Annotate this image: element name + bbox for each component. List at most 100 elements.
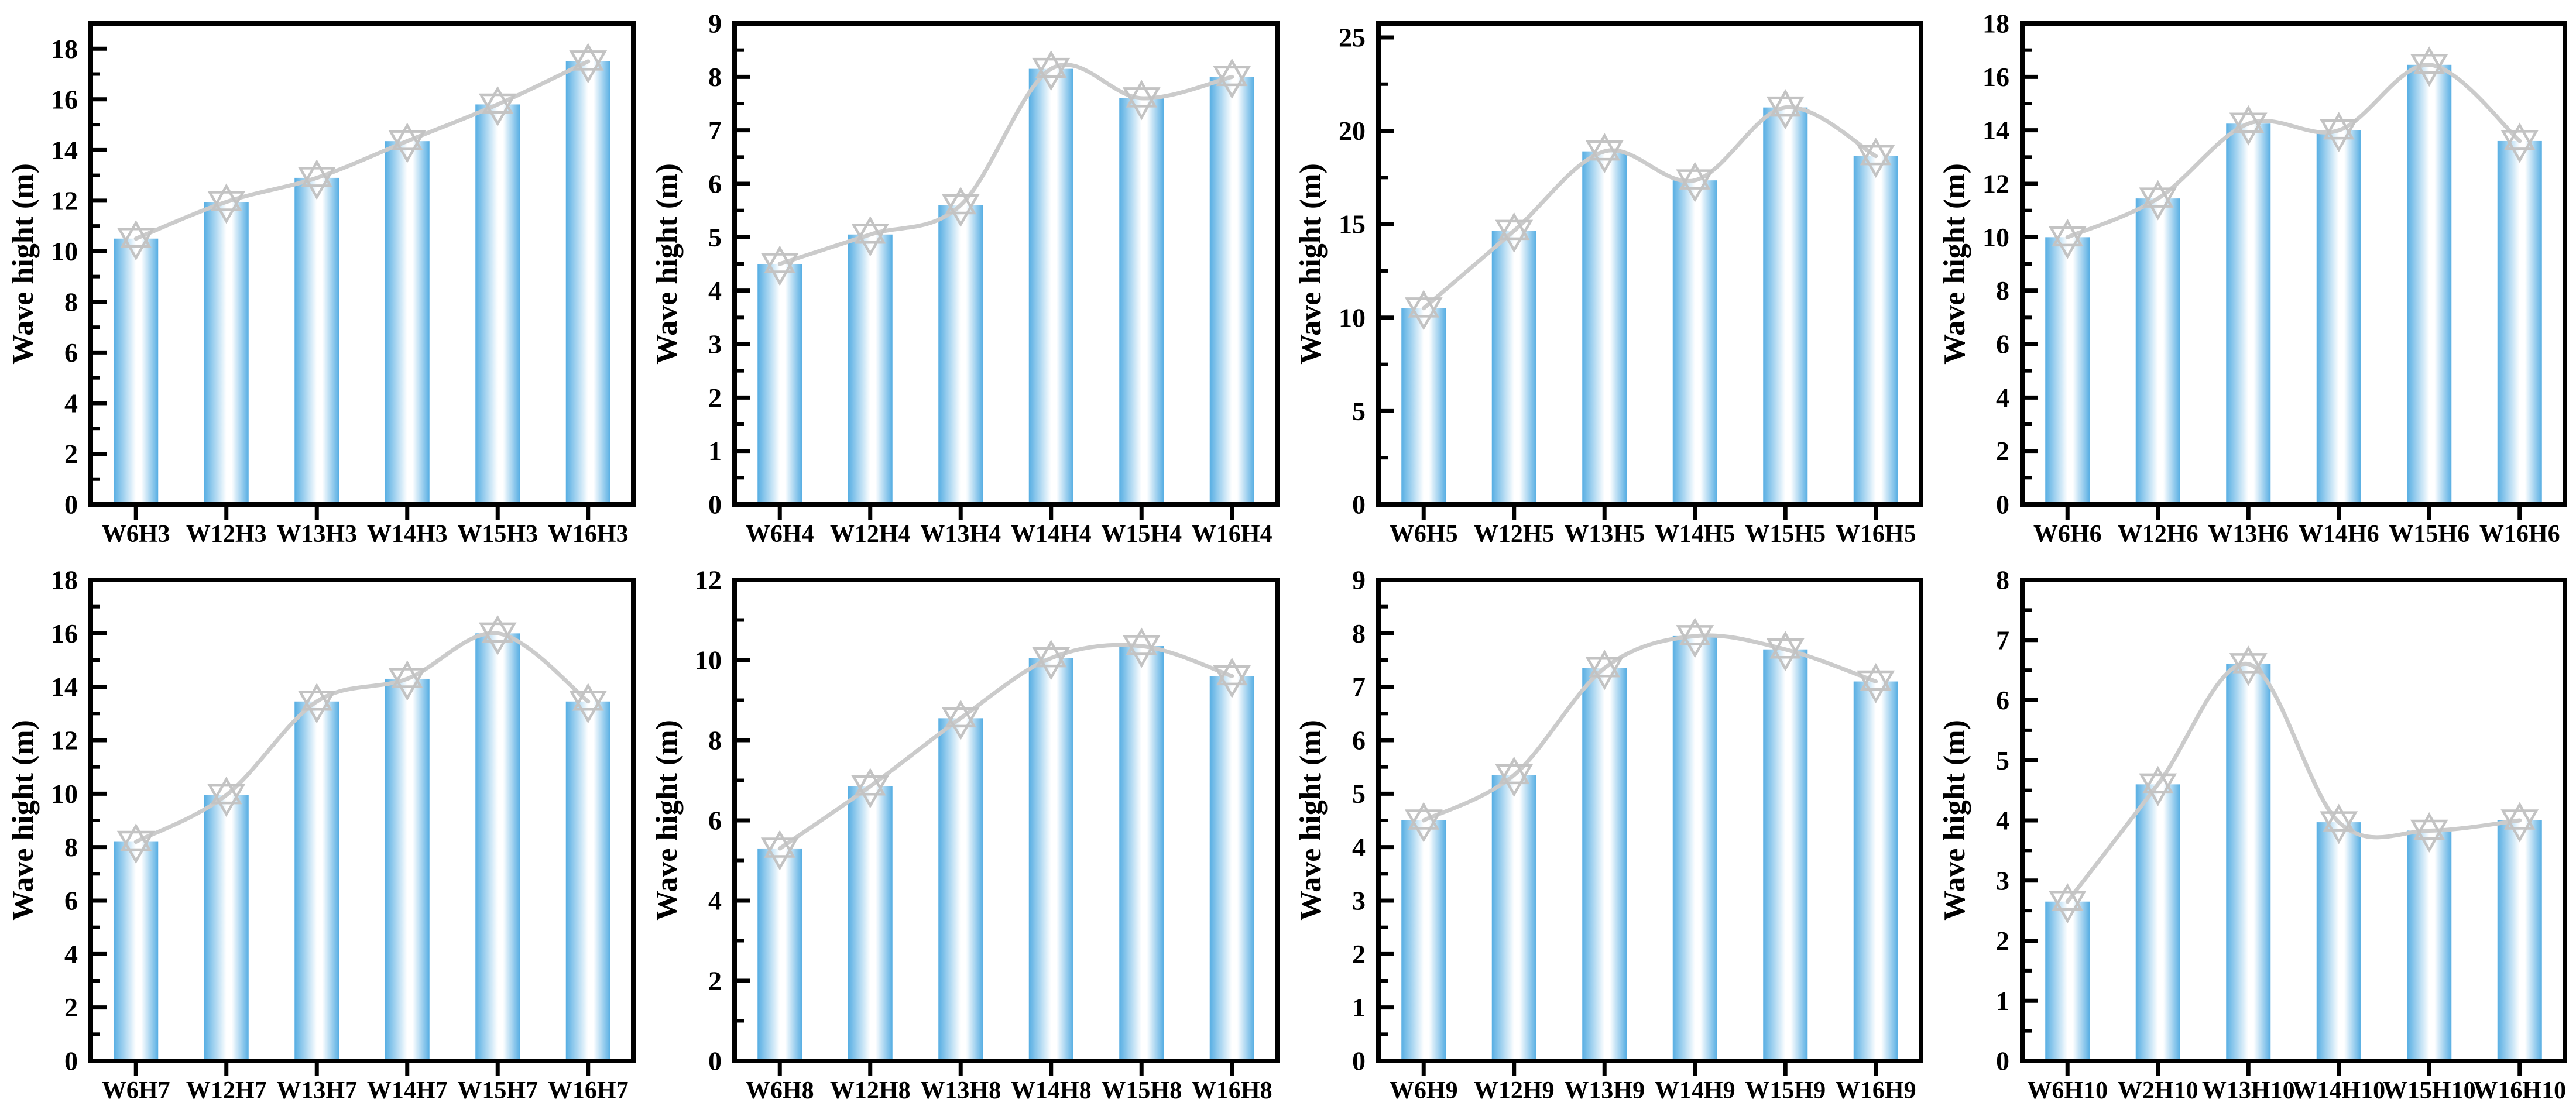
x-tick-label: W12H4 bbox=[830, 521, 911, 548]
y-tick-label: 0 bbox=[64, 490, 78, 520]
y-tick-label: 12 bbox=[695, 565, 722, 595]
y-tick-label: 4 bbox=[708, 886, 722, 916]
chart-h8-plot: 0 2 4 6 8 10 12 W6H8 W12H8 W13H8 W14H8 W15H8 W16H8 Wa… bbox=[650, 565, 1280, 1104]
star-marker bbox=[2500, 122, 2539, 163]
y-tick-label: 4 bbox=[1996, 383, 2009, 413]
y-tick-label: 16 bbox=[51, 619, 78, 648]
y-tick-label: 6 bbox=[1352, 726, 1366, 755]
y-tick-label: 14 bbox=[51, 135, 78, 165]
bar bbox=[1491, 775, 1536, 1061]
x-tick-label: W6H5 bbox=[1390, 521, 1458, 548]
plot-frame bbox=[88, 21, 636, 507]
x-tick-label: W12H6 bbox=[2118, 521, 2198, 548]
x-tick-label: W12H8 bbox=[830, 1077, 911, 1104]
y-tick-label: 16 bbox=[1982, 62, 2009, 92]
bar bbox=[2045, 237, 2090, 504]
y-axis-title: Wave hight (m) bbox=[1938, 163, 1971, 365]
bar bbox=[1672, 180, 1717, 504]
star-marker bbox=[2048, 883, 2087, 924]
y-tick-label: 0 bbox=[708, 490, 722, 520]
x-tick-label: W14H7 bbox=[367, 1077, 448, 1104]
chart-panel-h3: 0 2 4 6 8 10 12 14 16 18 W6H3 W12H3 W13H3 W14H3 W15H3 W… bbox=[0, 0, 644, 556]
y-tick-label: 2 bbox=[708, 966, 722, 996]
bar bbox=[565, 61, 610, 505]
y-tick-label: 5 bbox=[1996, 746, 2009, 775]
x-tick-label: W12H3 bbox=[186, 521, 267, 548]
star-marker bbox=[941, 699, 980, 740]
star-marker bbox=[569, 43, 608, 84]
x-tick-label: W6H10 bbox=[2027, 1077, 2108, 1104]
star-marker bbox=[2229, 645, 2268, 686]
star-marker bbox=[1676, 162, 1714, 202]
star-marker bbox=[388, 660, 427, 701]
y-tick-label: 4 bbox=[64, 939, 78, 969]
star-marker bbox=[1404, 290, 1443, 331]
y-tick-label: 2 bbox=[64, 439, 78, 469]
y-tick-label: 2 bbox=[1996, 436, 2009, 466]
y-tick-label: 8 bbox=[1996, 565, 2009, 595]
y-tick-label: 14 bbox=[1982, 115, 2009, 145]
y-tick-label: 10 bbox=[51, 779, 78, 809]
bar bbox=[2316, 130, 2361, 504]
bar bbox=[475, 633, 520, 1061]
y-tick-label: 8 bbox=[708, 62, 722, 92]
x-tick-label: W13H5 bbox=[1564, 521, 1645, 548]
y-tick-label: 10 bbox=[51, 236, 78, 266]
star-marker bbox=[1676, 617, 1714, 658]
star-marker bbox=[1032, 640, 1071, 681]
x-tick-label: W15H3 bbox=[457, 521, 538, 548]
y-tick-label: 2 bbox=[1352, 939, 1366, 969]
x-tick-label: W13H7 bbox=[276, 1077, 357, 1104]
bar bbox=[565, 701, 610, 1061]
y-tick-label: 2 bbox=[64, 992, 78, 1022]
star-marker bbox=[1495, 756, 1534, 797]
y-tick-label: 3 bbox=[1352, 886, 1366, 916]
y-tick-label: 3 bbox=[1996, 865, 2009, 895]
y-axis-title: Wave hight (m) bbox=[650, 720, 684, 921]
y-tick-label: 1 bbox=[708, 436, 722, 466]
x-tick-label: W15H7 bbox=[457, 1077, 538, 1104]
x-tick-label: W14H4 bbox=[1011, 521, 1092, 548]
star-marker bbox=[2410, 812, 2448, 853]
bar bbox=[1672, 635, 1717, 1061]
star-marker bbox=[941, 186, 980, 228]
bar bbox=[1763, 649, 1808, 1061]
star-marker bbox=[2320, 112, 2358, 153]
bar bbox=[204, 795, 249, 1061]
y-tick-label: 0 bbox=[1996, 490, 2009, 520]
y-tick-label: 14 bbox=[51, 672, 78, 702]
y-axis-title: Wave hight (m) bbox=[1938, 720, 1971, 921]
y-axis-title: Wave hight (m) bbox=[6, 720, 40, 921]
star-marker bbox=[116, 823, 155, 864]
x-tick-label: W6H6 bbox=[2033, 521, 2102, 548]
x-tick-label: W6H4 bbox=[746, 521, 814, 548]
y-tick-label: 20 bbox=[1339, 116, 1366, 146]
star-marker bbox=[2410, 46, 2448, 87]
y-tick-label: 4 bbox=[1352, 832, 1366, 862]
y-tick-label: 7 bbox=[1352, 672, 1366, 702]
bar bbox=[2316, 822, 2361, 1061]
star-marker bbox=[1213, 58, 1251, 99]
bar bbox=[1853, 156, 1898, 504]
bar bbox=[294, 701, 339, 1061]
bar bbox=[1763, 107, 1808, 504]
star-marker bbox=[1857, 138, 1895, 178]
x-tick-label: W15H8 bbox=[1101, 1077, 1182, 1104]
y-tick-label: 0 bbox=[708, 1046, 722, 1076]
y-tick-label: 6 bbox=[64, 338, 78, 367]
x-tick-label: W14H8 bbox=[1011, 1077, 1092, 1104]
bar bbox=[1401, 308, 1446, 504]
star-marker bbox=[297, 683, 336, 724]
bar bbox=[1209, 77, 1254, 505]
bar bbox=[757, 264, 802, 504]
star-marker bbox=[207, 183, 246, 224]
star-marker bbox=[851, 768, 890, 809]
plot-frame bbox=[88, 578, 636, 1063]
bar bbox=[1119, 646, 1164, 1061]
star-marker bbox=[1766, 631, 1805, 672]
y-tick-label: 7 bbox=[708, 115, 722, 145]
x-tick-label: W14H10 bbox=[2292, 1077, 2385, 1104]
y-tick-label: 10 bbox=[1982, 222, 2009, 252]
plot-frame bbox=[2020, 578, 2567, 1063]
